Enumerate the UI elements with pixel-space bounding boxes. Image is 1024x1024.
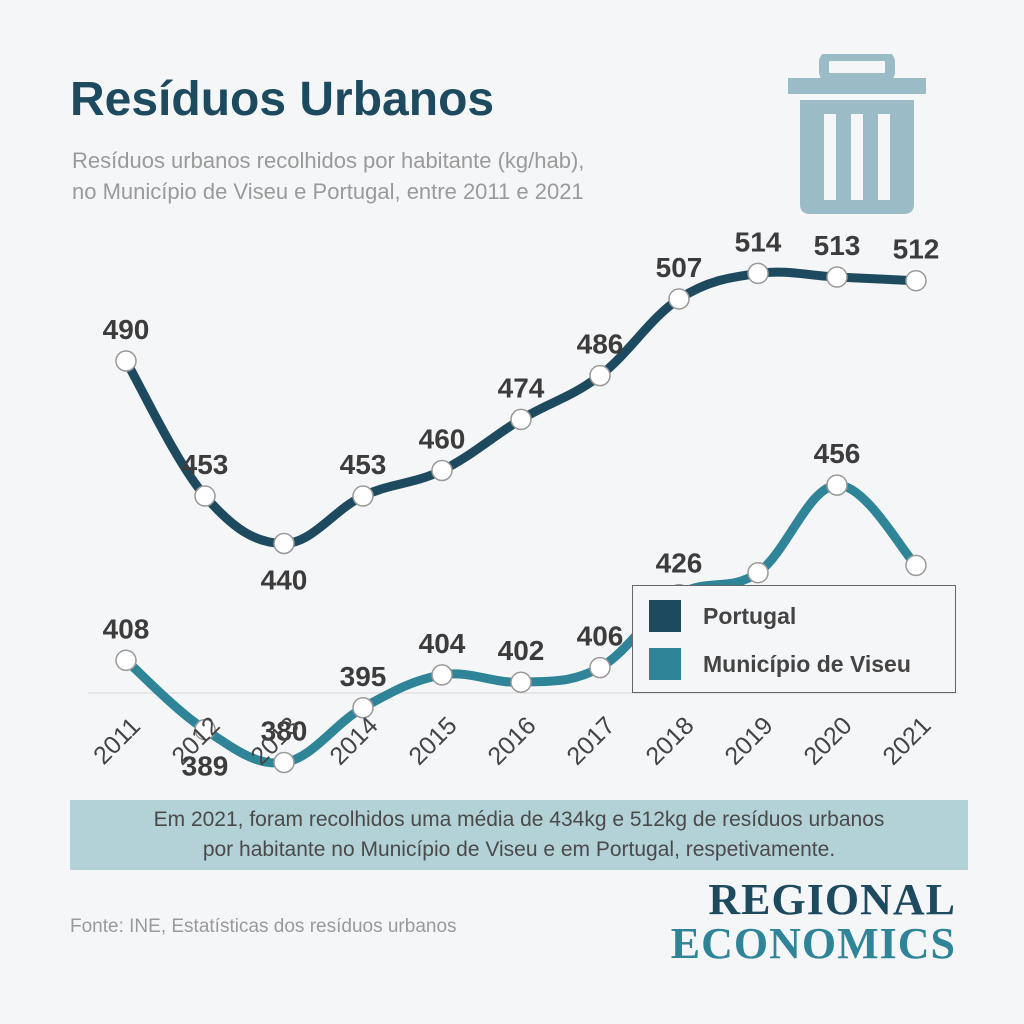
data-label: 406 (577, 621, 624, 652)
data-label: 507 (656, 252, 703, 283)
data-label: 486 (577, 329, 624, 360)
trash-can-icon (788, 54, 926, 214)
page-title: Resíduos Urbanos (70, 73, 495, 126)
logo-line-1: REGIONAL (708, 875, 956, 924)
data-label: 440 (261, 565, 308, 596)
data-label: 513 (814, 230, 861, 261)
data-point (273, 532, 295, 555)
legend-label-portugal: Portugal (703, 602, 797, 629)
legend: Portugal Município de Viseu (632, 585, 956, 693)
data-label: 426 (656, 548, 703, 579)
data-point (273, 751, 295, 774)
data-point (510, 408, 532, 431)
data-label: 514 (735, 226, 782, 257)
data-label: 380 (261, 716, 308, 747)
data-label: 402 (498, 635, 545, 666)
data-label: 453 (182, 449, 229, 480)
data-point (826, 474, 848, 496)
data-label: 460 (419, 424, 466, 455)
legend-swatch-portugal (649, 600, 681, 632)
data-label: 404 (419, 628, 466, 659)
legend-item-portugal: Portugal (649, 600, 796, 632)
data-point (352, 697, 374, 719)
data-point (510, 671, 532, 693)
x-tick-label: 2014 (324, 711, 383, 770)
data-point (668, 288, 690, 310)
data-point (905, 554, 927, 577)
note-line-1: Em 2021, foram recolhidos uma média de 4… (153, 808, 885, 831)
x-tick-label: 2018 (640, 711, 699, 770)
x-tick-label: 2019 (719, 711, 778, 770)
data-point (431, 459, 453, 482)
data-label: 453 (340, 449, 387, 480)
subtitle-line-1: Resíduos urbanos recolhidos por habitant… (72, 148, 585, 173)
data-label: 395 (340, 661, 387, 692)
subtitle: Resíduos urbanos recolhidos por habitant… (72, 145, 584, 207)
data-point (194, 718, 216, 741)
regional-economics-logo: REGIONAL ECONOMICS (671, 878, 956, 966)
data-label: 512 (893, 234, 940, 265)
x-tick-label: 2017 (561, 711, 620, 770)
data-point (431, 664, 453, 686)
data-label: 408 (103, 613, 150, 644)
data-point (589, 656, 611, 679)
note-line-2: por habitante no Município de Viseu e em… (202, 838, 836, 861)
summary-note: Em 2021, foram recolhidos uma média de 4… (70, 800, 968, 870)
data-label: 474 (498, 372, 545, 403)
source-text: Fonte: INE, Estatísticas dos resíduos ur… (70, 916, 457, 937)
legend-label-viseu: Município de Viseu (703, 650, 911, 677)
data-point (826, 266, 848, 288)
series-line-portugal (121, 267, 921, 548)
x-tick-label: 2021 (877, 711, 936, 770)
x-tick-label: 2015 (403, 711, 462, 770)
data-point (747, 561, 769, 584)
data-point (352, 485, 374, 507)
data-point (905, 269, 927, 292)
legend-swatch-viseu (649, 648, 681, 680)
data-point (115, 350, 137, 372)
data-point (747, 262, 769, 285)
data-point (589, 364, 611, 387)
data-label: 490 (103, 314, 150, 345)
data-label: 456 (814, 438, 861, 469)
data-point (194, 485, 216, 507)
data-point (115, 649, 137, 672)
subtitle-line-2: no Município de Viseu e Portugal, entre … (72, 179, 584, 204)
logo-line-2: ECONOMICS (670, 919, 956, 968)
x-tick-label: 2011 (88, 712, 146, 770)
data-label: 389 (182, 751, 229, 782)
x-tick-label: 2020 (798, 711, 857, 770)
x-tick-label: 2016 (482, 711, 541, 770)
legend-item-viseu: Município de Viseu (649, 648, 911, 680)
